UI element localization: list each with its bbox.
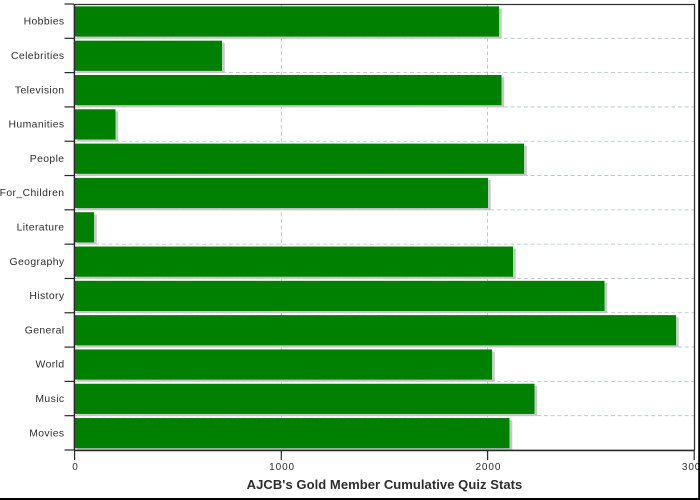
svg-text:Geography: Geography	[9, 257, 64, 268]
svg-text:Music: Music	[35, 394, 64, 405]
svg-text:World: World	[36, 360, 65, 371]
svg-text:3000: 3000	[682, 462, 700, 473]
svg-text:0: 0	[72, 462, 78, 473]
svg-text:Movies: Movies	[29, 428, 64, 439]
svg-text:Literature: Literature	[17, 223, 65, 234]
svg-text:History: History	[29, 291, 65, 302]
svg-text:AJCB's Gold Member Cumulative: AJCB's Gold Member Cumulative Quiz Stats	[247, 477, 523, 492]
svg-text:1000: 1000	[269, 462, 295, 473]
svg-text:Humanities: Humanities	[9, 120, 65, 131]
svg-text:General: General	[25, 325, 65, 336]
svg-text:For_Children: For_Children	[0, 188, 65, 199]
svg-text:Celebrities: Celebrities	[11, 51, 65, 62]
svg-text:Hobbies: Hobbies	[24, 17, 65, 28]
svg-text:People: People	[30, 154, 65, 165]
svg-text:2000: 2000	[475, 462, 501, 473]
svg-text:Television: Television	[15, 85, 65, 96]
